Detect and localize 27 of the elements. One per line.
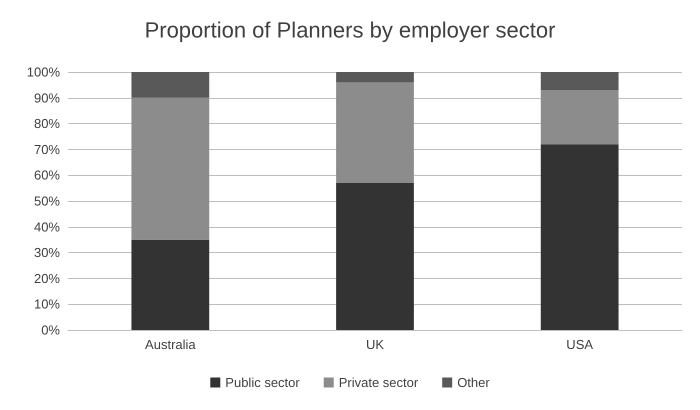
legend-label: Public sector <box>225 375 300 390</box>
y-tick-label: 10% <box>34 296 60 312</box>
legend-label: Private sector <box>338 375 419 390</box>
bar <box>540 72 619 90</box>
y-tick-label: 90% <box>34 90 60 106</box>
y-tick-label: 20% <box>34 270 60 286</box>
y-tick-label: 60% <box>34 168 60 183</box>
bar <box>131 98 210 240</box>
chart-title: Proportion of Planners by employer sector <box>144 18 556 42</box>
x-tick-label: UK <box>366 337 384 352</box>
y-tick-label: 100% <box>26 64 60 80</box>
bar <box>131 240 210 330</box>
bar <box>131 72 210 98</box>
y-tick-label: 0% <box>41 322 60 338</box>
bar <box>336 182 414 330</box>
bar <box>336 82 414 183</box>
bar <box>336 72 414 82</box>
y-tick-label: 70% <box>34 142 60 157</box>
bar <box>540 90 619 144</box>
x-tick-label: USA <box>566 337 594 352</box>
y-tick-label: 50% <box>34 194 60 208</box>
y-tick-label: 40% <box>34 219 60 234</box>
legend-label: Other <box>457 375 490 390</box>
y-tick-label: 30% <box>34 245 60 260</box>
y-tick-label: 80% <box>34 116 60 132</box>
x-tick-label: Australia <box>145 337 196 352</box>
bar <box>540 144 619 330</box>
